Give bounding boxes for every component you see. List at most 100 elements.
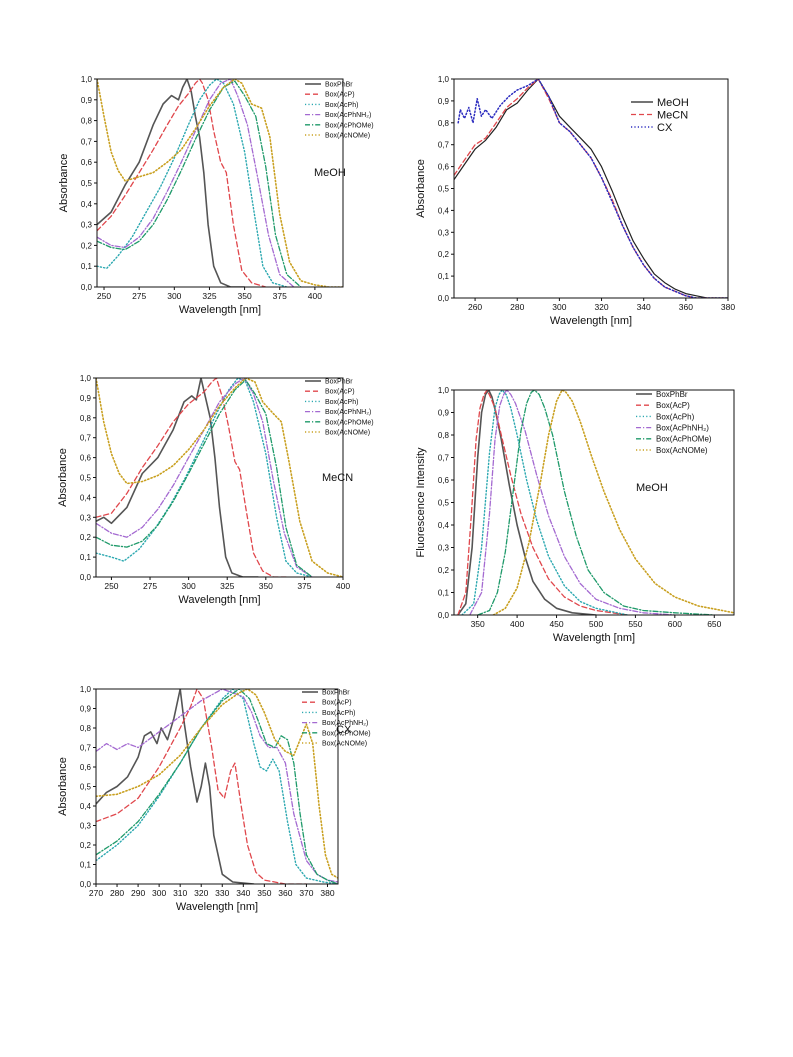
y-tick-label: 0,2: [81, 241, 93, 250]
y-tick-label: 0,6: [81, 158, 93, 167]
legend-label-box-acp: Box(AcP): [325, 92, 355, 99]
y-tick-label: 0,6: [80, 454, 92, 463]
x-tick-label: 500: [589, 619, 603, 629]
legend-label-boxphbr: BoxPhBr: [325, 82, 353, 89]
legend-label-box-acphome: Box(AcPhOMe): [325, 419, 374, 426]
y-tick-label: 0,1: [80, 861, 92, 870]
y-tick-label: 0,9: [438, 409, 450, 418]
x-tick-label: 350: [259, 581, 273, 591]
legend: BoxPhBr Box(AcP) Box(AcPh) Box(AcPhNH₂) Box(…: [305, 379, 374, 437]
y-tick-label: 0,7: [438, 454, 450, 463]
y-tick-label: 0,1: [438, 589, 450, 598]
legend-label-box-acphnh2: Box(AcPhNH₂): [325, 112, 371, 119]
y-tick-label: 0,9: [438, 97, 450, 106]
x-axis-label: Wavelength [nm]: [553, 632, 635, 644]
y-tick-label: 0,2: [80, 533, 92, 542]
legend-label-box-acnome: Box(AcNOMe): [325, 133, 370, 140]
series-line-cx: [457, 79, 728, 298]
y-tick-label: 0,8: [438, 431, 450, 440]
chart-abs-cx: 270 280 290 300 310 320 330 340 350 360 370 380 0,0 0…: [57, 685, 371, 913]
series-line-box-acphome: [477, 390, 715, 615]
y-tick-label: 0,9: [80, 705, 92, 714]
solvent-annotation: CX: [336, 724, 352, 736]
x-axis-label: Wavelength [nm]: [179, 304, 261, 316]
legend-label-box-acp: Box(AcP): [325, 389, 355, 396]
charts-root: 250 275 300 325 350 375 400 0,0 0,1 0,2 0,3 0,4 0,5 0…: [57, 75, 735, 913]
x-tick-label: 380: [320, 888, 334, 898]
legend-label-box-acph: Box(AcPh): [325, 399, 358, 406]
y-tick-label: 0,4: [80, 802, 92, 811]
legend-label-box-acphnh2: Box(AcPhNH₂): [325, 409, 371, 416]
y-tick-label: 0,3: [81, 221, 93, 230]
series-line-box-acphnh2: [96, 689, 338, 883]
y-tick-label: 0,7: [438, 141, 450, 150]
legend-label-cx: CX: [657, 122, 673, 134]
y-tick-label: 1,0: [438, 75, 450, 84]
y-tick-label: 0,5: [438, 185, 450, 194]
x-tick-label: 370: [299, 888, 313, 898]
series-line-box-acphnh2: [97, 79, 295, 287]
y-axis-label: Fluorescence Intensity: [415, 447, 427, 558]
legend-label-boxphbr: BoxPhBr: [656, 390, 688, 399]
y-tick-label: 0,6: [80, 763, 92, 772]
series-group: [454, 79, 728, 298]
x-tick-label: 350: [257, 888, 271, 898]
y-tick-label: 0,4: [81, 200, 93, 209]
x-tick-label: 320: [194, 888, 208, 898]
y-axis-label: Absorbance: [57, 448, 69, 507]
series-line-box-acphome: [96, 689, 338, 884]
x-tick-label: 275: [132, 291, 146, 301]
solvent-annotation: MeOH: [314, 167, 346, 179]
solvent-annotation: MeCN: [322, 472, 353, 484]
legend-label-box-acnome: Box(AcNOMe): [656, 446, 708, 455]
x-tick-label: 400: [308, 291, 322, 301]
series-line-box-acnome: [97, 79, 343, 287]
x-tick-label: 280: [110, 888, 124, 898]
y-tick-label: 0,4: [438, 206, 450, 215]
x-tick-label: 275: [143, 581, 157, 591]
y-tick-label: 1,0: [80, 374, 92, 383]
series-line-box-acphome: [97, 80, 302, 287]
legend: BoxPhBr Box(AcP) Box(AcPh) Box(AcPhNH₂) Box(…: [305, 82, 374, 140]
y-tick-label: 0,6: [438, 163, 450, 172]
y-tick-label: 0,2: [438, 566, 450, 575]
chart-abs-solvents: 260 280 300 320 340 360 380 0,0 0,1 0,2 0,3 0,4 0,5 0…: [415, 75, 735, 327]
x-axis-label: Wavelength [nm]: [176, 901, 258, 913]
series-line-box-acnome: [492, 390, 734, 615]
series-line-box-acphnh2: [469, 390, 676, 615]
x-tick-label: 550: [628, 619, 642, 629]
y-tick-label: 0,0: [438, 611, 450, 620]
series-line-boxphbr: [96, 378, 259, 577]
y-tick-label: 1,0: [438, 386, 450, 395]
series-line-box-acp: [96, 378, 290, 577]
x-tick-label: 270: [89, 888, 103, 898]
y-tick-label: 0,5: [80, 783, 92, 792]
series-line-boxphbr: [96, 689, 255, 884]
series-group: [96, 689, 338, 884]
x-tick-label: 325: [220, 581, 234, 591]
series-group: [97, 79, 343, 287]
series-line-box-acnome: [96, 378, 343, 577]
y-tick-label: 0,8: [81, 117, 93, 126]
y-tick-label: 1,0: [81, 75, 93, 84]
y-tick-label: 1,0: [80, 685, 92, 694]
legend-label-mecn: MeCN: [657, 109, 688, 121]
x-tick-label: 450: [549, 619, 563, 629]
y-tick-label: 0,3: [438, 228, 450, 237]
x-tick-label: 300: [552, 302, 566, 312]
x-tick-label: 360: [679, 302, 693, 312]
x-tick-label: 280: [510, 302, 524, 312]
series-line-box-acp: [97, 79, 267, 287]
y-tick-label: 0,1: [80, 553, 92, 562]
legend-label-box-acp: Box(AcP): [656, 401, 690, 410]
y-tick-label: 0,0: [80, 880, 92, 889]
x-tick-label: 650: [707, 619, 721, 629]
series-line-meoh: [454, 79, 728, 298]
x-tick-label: 340: [236, 888, 250, 898]
x-tick-label: 330: [215, 888, 229, 898]
x-tick-label: 600: [668, 619, 682, 629]
y-tick-label: 0,5: [81, 179, 93, 188]
